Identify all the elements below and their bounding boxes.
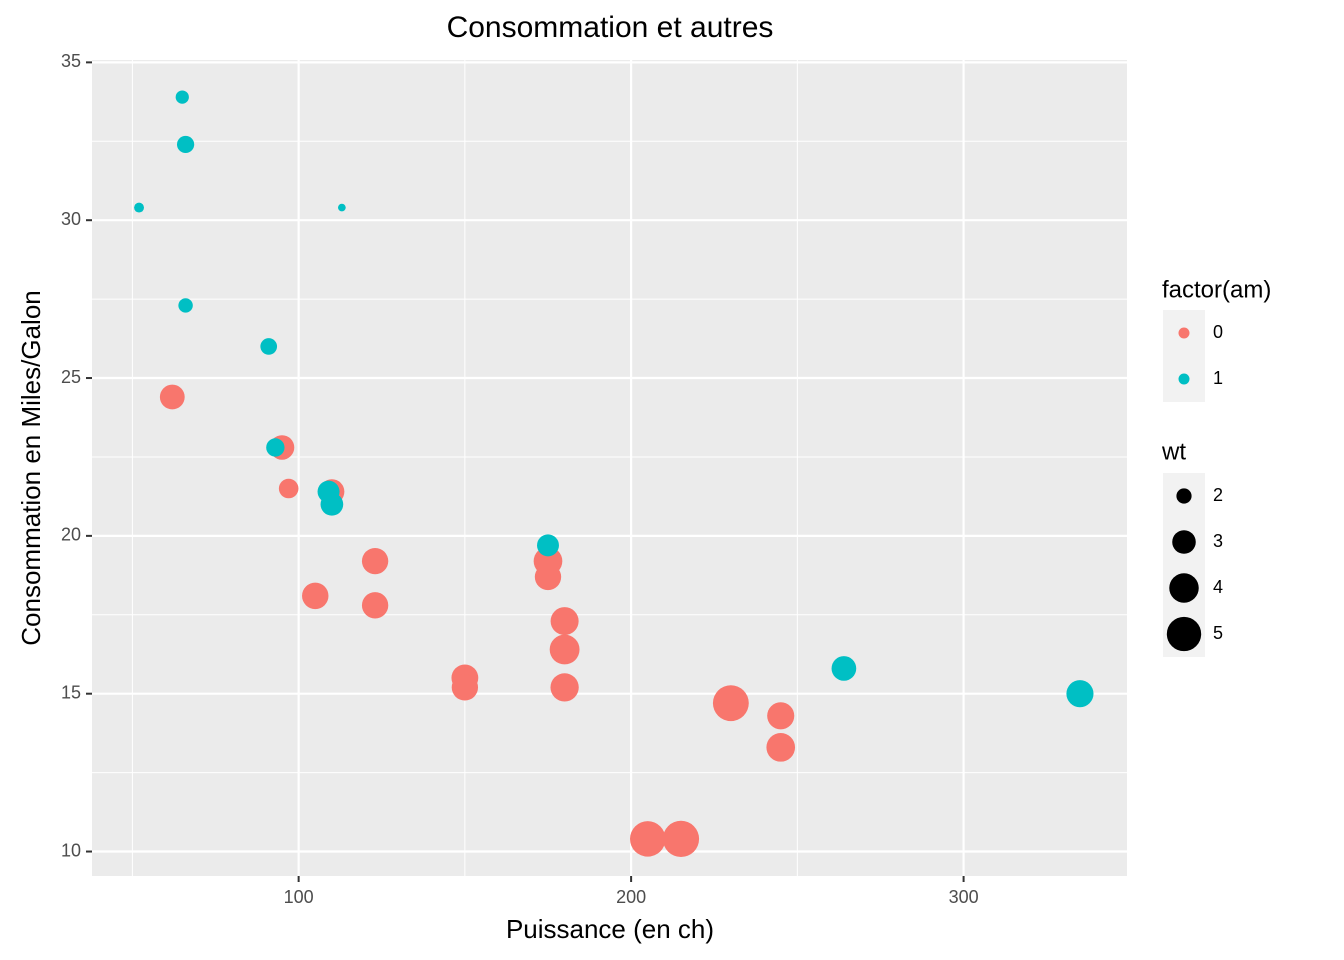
point	[662, 820, 700, 858]
point	[550, 673, 579, 702]
y-tick-label: 25	[61, 367, 81, 387]
legend-title: wt	[1161, 438, 1186, 465]
x-tick-label: 300	[949, 887, 979, 907]
point	[338, 203, 346, 212]
point	[712, 685, 749, 722]
legend-label: 3	[1213, 531, 1223, 551]
x-axis-label: Puissance (en ch)	[506, 914, 714, 944]
legend-title: factor(am)	[1162, 276, 1271, 303]
legend-label: 1	[1213, 368, 1223, 388]
point	[1066, 680, 1094, 708]
x-tick-label: 200	[616, 887, 646, 907]
point	[831, 656, 857, 681]
y-tick-label: 10	[61, 840, 81, 860]
point	[278, 478, 299, 499]
y-tick-label: 30	[61, 209, 81, 229]
point	[159, 384, 185, 410]
y-tick-label: 15	[61, 682, 81, 702]
point	[767, 702, 795, 730]
panel	[92, 60, 1127, 876]
point	[537, 534, 559, 557]
legend-swatch	[1178, 373, 1190, 385]
legend-label: 2	[1213, 485, 1223, 505]
legend-swatch	[1178, 327, 1190, 339]
point	[361, 592, 389, 619]
point	[302, 582, 329, 610]
y-tick-label: 20	[61, 525, 81, 545]
y-axis-label: Consommation en Miles/Galon	[16, 290, 46, 646]
point	[134, 202, 144, 213]
legend-size-swatch	[1172, 530, 1196, 554]
point	[550, 607, 579, 636]
point	[260, 338, 278, 355]
point	[317, 480, 340, 503]
point	[766, 733, 796, 762]
point	[451, 674, 479, 701]
point	[549, 634, 580, 665]
x-tick-label: 100	[284, 887, 314, 907]
point	[533, 546, 563, 576]
point	[266, 438, 285, 457]
legend-label: 5	[1213, 623, 1223, 643]
legend-label: 0	[1213, 322, 1223, 342]
legend-size-swatch	[1169, 573, 1199, 603]
legend-label: 4	[1213, 577, 1223, 597]
point	[178, 298, 193, 313]
chart-title: Consommation et autres	[447, 11, 774, 44]
legend-size-swatch	[1166, 616, 1202, 652]
point	[175, 90, 189, 104]
point	[630, 821, 666, 857]
legend-size-swatch	[1176, 488, 1192, 504]
point	[176, 135, 195, 154]
point	[361, 547, 389, 575]
y-tick-label: 35	[61, 51, 81, 71]
